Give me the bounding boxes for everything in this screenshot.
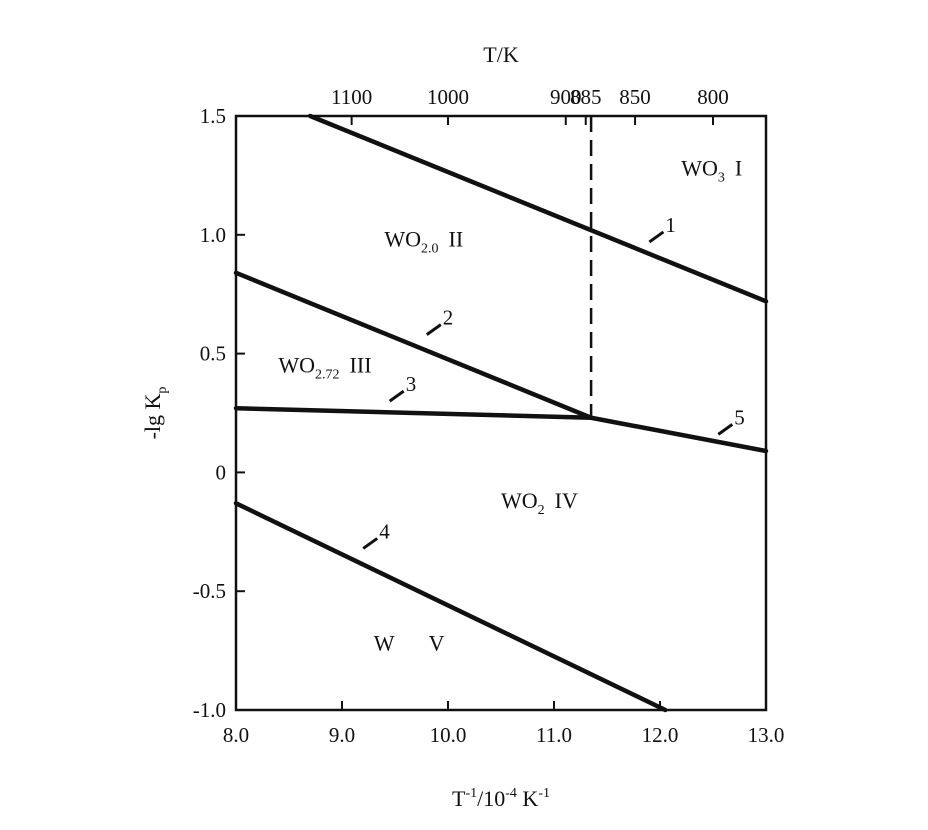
top-tick-label: 850 (619, 85, 651, 109)
top-tick-label: 1100 (331, 85, 372, 109)
y-tick-label: 0 (216, 460, 227, 484)
y-tick-label: -1.0 (193, 698, 226, 722)
x-tick-label: 13.0 (748, 723, 785, 747)
region-label: WO3 I (681, 155, 742, 185)
series-line-3 (233, 405, 594, 421)
x-tick-label: 9.0 (329, 723, 355, 747)
y-tick-label: -0.5 (193, 579, 226, 603)
series-line-2 (233, 270, 594, 421)
series-leader-3 (388, 389, 405, 403)
top-tick-label: 800 (697, 85, 729, 109)
series-number-4: 4 (379, 519, 390, 543)
series-number-5: 5 (734, 405, 745, 429)
y-tick-label: 1.5 (200, 104, 226, 128)
series-leader-1 (648, 230, 665, 244)
plot-frame (234, 114, 768, 712)
series-leader-4 (362, 537, 379, 550)
x-tick-label: 11.0 (536, 723, 572, 747)
x-tick-label: 12.0 (642, 723, 679, 747)
region-label: WO2.0 II (384, 227, 463, 257)
y-tick-label: 1.0 (200, 223, 226, 247)
series-line-4 (233, 501, 668, 713)
series-number-1: 1 (665, 213, 676, 237)
top-tick-label: 885 (570, 85, 602, 109)
x-tick-label: 10.0 (430, 723, 467, 747)
top-tick-label: 1000 (427, 85, 469, 109)
series-leader-5 (717, 423, 734, 436)
y-tick-label: 0.5 (200, 342, 226, 366)
x-tick-label: 8.0 (223, 723, 249, 747)
series-line-5 (588, 415, 769, 454)
region-label: WO2.72 III (278, 353, 371, 383)
series-line-1 (307, 113, 769, 304)
y-axis-title: -lg Kp (140, 387, 170, 440)
region-label: WO2 IV (501, 488, 578, 518)
top-axis-title: T/K (483, 42, 519, 67)
series-number-2: 2 (443, 306, 454, 330)
x-axis-title: T-1/10-4 K-1 (452, 786, 550, 811)
series-number-3: 3 (406, 372, 417, 396)
series-leader-2 (425, 323, 442, 336)
top-tick-label: 900 (550, 85, 582, 109)
